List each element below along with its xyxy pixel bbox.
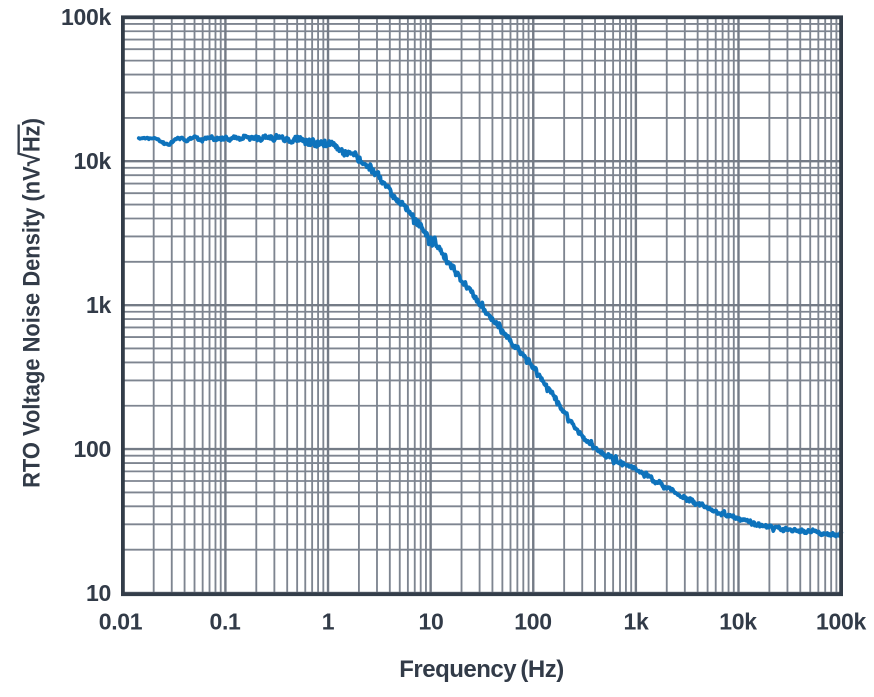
- svg-text:100: 100: [74, 436, 111, 462]
- svg-text:RTO Voltage Noise Density (nV√: RTO Voltage Noise Density (nV√Hz): [15, 118, 46, 488]
- svg-text:10k: 10k: [719, 609, 757, 635]
- svg-text:1: 1: [322, 609, 335, 635]
- svg-text:0.1: 0.1: [209, 609, 241, 635]
- svg-text:100k: 100k: [816, 609, 866, 635]
- svg-text:1k: 1k: [624, 609, 649, 635]
- svg-text:10: 10: [419, 609, 444, 635]
- svg-text:10k: 10k: [74, 148, 112, 174]
- svg-text:100: 100: [514, 609, 551, 635]
- svg-text:100k: 100k: [61, 4, 111, 30]
- svg-text:0.01: 0.01: [99, 609, 143, 635]
- svg-text:1k: 1k: [86, 292, 111, 318]
- svg-text:Frequency (Hz): Frequency (Hz): [399, 656, 564, 683]
- svg-text:10: 10: [86, 580, 111, 606]
